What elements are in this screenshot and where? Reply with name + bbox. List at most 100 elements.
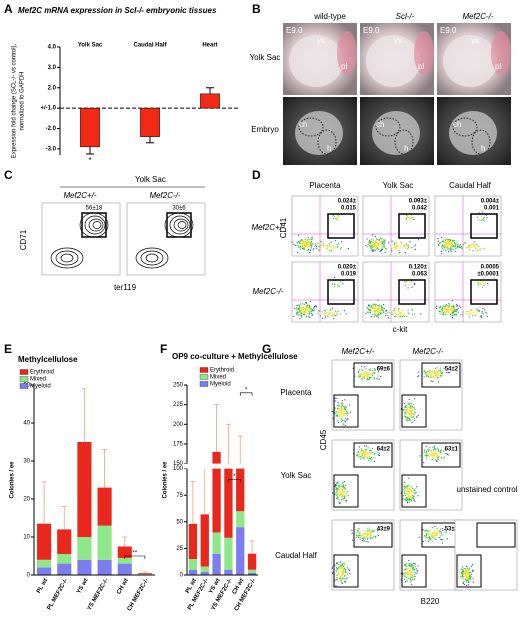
significance-bracket [228, 478, 241, 483]
event [362, 370, 365, 372]
event [306, 242, 308, 244]
event [345, 578, 348, 580]
event [342, 411, 344, 413]
event [425, 536, 427, 538]
event [393, 309, 395, 312]
event [414, 572, 416, 574]
column-header: Caudal Half [449, 181, 492, 190]
event [337, 243, 340, 245]
event [411, 405, 413, 408]
event [370, 376, 372, 379]
event [299, 240, 302, 242]
event [374, 303, 376, 305]
event [363, 451, 365, 453]
event [339, 576, 341, 578]
event [313, 247, 315, 250]
event [408, 564, 411, 567]
event [302, 241, 304, 244]
event [375, 315, 378, 317]
event [338, 285, 340, 287]
event [330, 245, 332, 248]
event [343, 480, 345, 483]
event [327, 315, 329, 318]
event [343, 487, 345, 489]
panel-label: D [252, 168, 261, 182]
bar [200, 93, 220, 109]
event [448, 241, 450, 244]
event [409, 498, 411, 500]
event [464, 579, 466, 581]
event [377, 316, 379, 318]
event [486, 312, 488, 314]
y-axis-label: Colonies / ee [163, 461, 169, 499]
legend-label: Mixed [210, 375, 226, 381]
event [347, 494, 349, 496]
event [303, 313, 306, 315]
event [331, 245, 334, 247]
event [324, 311, 327, 313]
event [375, 239, 377, 242]
event [455, 247, 457, 249]
event [469, 579, 472, 581]
event [410, 403, 412, 405]
photo-mark: ch [376, 120, 384, 129]
event [369, 244, 371, 247]
event [377, 308, 379, 311]
event [395, 312, 397, 315]
event [450, 250, 452, 252]
event [418, 536, 420, 538]
event [311, 309, 313, 311]
event [442, 450, 445, 452]
event [338, 572, 340, 574]
event [461, 248, 463, 250]
event [378, 309, 380, 312]
event [361, 452, 363, 454]
event [408, 499, 411, 501]
gate [470, 279, 498, 305]
event [309, 243, 311, 245]
event [341, 487, 344, 489]
event [341, 577, 344, 580]
yolk-sac [366, 35, 420, 87]
event [375, 303, 377, 306]
event [384, 251, 386, 254]
event [409, 414, 411, 417]
event [304, 310, 307, 312]
event [367, 537, 369, 539]
event [369, 311, 371, 313]
event [317, 249, 320, 251]
y-tick-label: 0 [27, 573, 31, 579]
event [304, 308, 306, 310]
event [462, 576, 464, 578]
event [413, 313, 416, 315]
event [358, 527, 360, 529]
event [441, 306, 444, 308]
event [427, 371, 429, 374]
event [323, 313, 326, 315]
event [372, 241, 374, 244]
event [339, 580, 341, 582]
event [446, 306, 448, 308]
event [370, 452, 372, 454]
event [424, 454, 426, 457]
event [423, 462, 425, 464]
category-label: Heart [202, 43, 217, 49]
event [373, 244, 375, 246]
event [309, 249, 312, 252]
event [308, 312, 311, 315]
event [408, 416, 410, 418]
contour [88, 218, 104, 232]
event [410, 494, 412, 496]
event [304, 242, 306, 245]
event [482, 211, 484, 213]
event [471, 247, 473, 249]
event [298, 246, 300, 248]
event [413, 245, 415, 247]
event [434, 537, 436, 539]
event [335, 240, 337, 242]
event [446, 311, 448, 313]
event [428, 534, 430, 536]
column-header: Placenta [309, 181, 341, 190]
event [414, 398, 416, 400]
event [440, 538, 442, 540]
